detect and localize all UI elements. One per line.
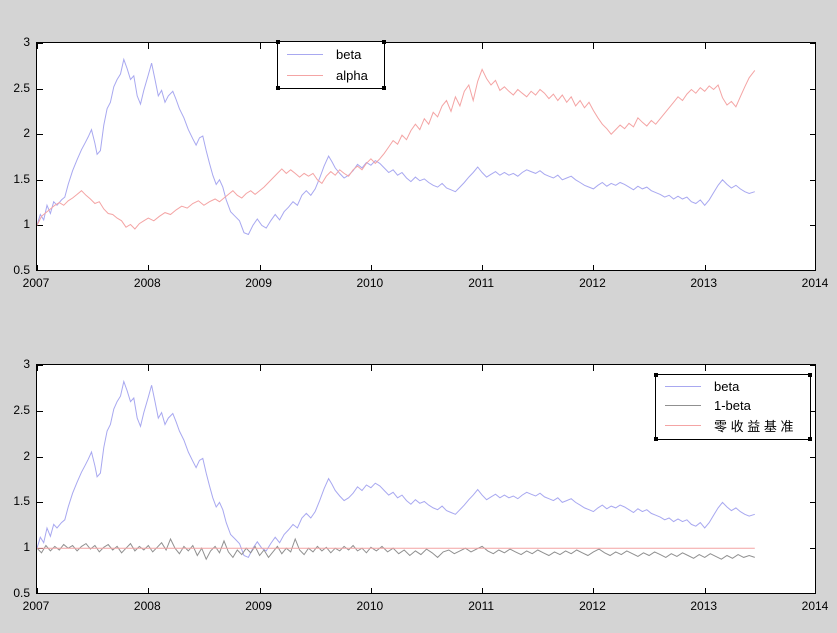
- y-tick-label: 2: [23, 126, 30, 141]
- series-line-alpha: [37, 68, 756, 230]
- x-tick-label: 2012: [579, 599, 606, 613]
- x-tick-label: 2007: [22, 276, 50, 290]
- x-tick-label: 2010: [356, 599, 384, 613]
- x-tick-label: 2014: [801, 599, 829, 613]
- top-plot-canvas: [37, 43, 816, 271]
- top-legend[interactable]: beta alpha: [276, 40, 386, 90]
- series-line-beta: [37, 379, 755, 559]
- legend-selection-handle[interactable]: [808, 437, 812, 441]
- x-tick-label: 2013: [690, 276, 718, 290]
- y-tick-label: 0.5: [13, 586, 30, 600]
- y-tick-label: 2: [23, 448, 30, 463]
- x-tick-label: 2011: [468, 276, 495, 290]
- alpha-line-sample: [287, 74, 323, 76]
- legend-label-alpha: alpha: [336, 67, 368, 83]
- y-tick-label: 1.5: [13, 171, 30, 186]
- legend-label-one-minus-beta: 1-beta: [714, 397, 751, 413]
- y-tick-label: 2.5: [13, 80, 30, 95]
- y-tick-label: 1.5: [13, 494, 30, 509]
- x-tick-label: 2007: [22, 599, 50, 613]
- legend-label-zero-return-benchmark: 零 收 益 基 准: [714, 419, 794, 435]
- one-minus-beta-line-sample: [665, 404, 701, 406]
- y-tick-label: 3: [23, 357, 30, 371]
- x-tick-label: 2008: [133, 276, 161, 290]
- y-tick-label: 1: [23, 540, 30, 555]
- legend-label-beta: beta: [336, 47, 362, 63]
- series-line-1-beta: [37, 537, 755, 561]
- legend-selection-handle[interactable]: [654, 373, 658, 377]
- legend-item-alpha[interactable]: alpha: [278, 68, 384, 83]
- x-tick-label: 2012: [579, 276, 606, 290]
- legend-selection-handle[interactable]: [808, 373, 812, 377]
- y-tick-label: 3: [23, 35, 30, 49]
- x-tick-label: 2011: [468, 599, 495, 613]
- bottom-plot-canvas: [37, 365, 816, 594]
- bottom-legend[interactable]: beta 1-beta 零 收 益 基 准: [654, 373, 812, 441]
- y-tick-label: 0.5: [13, 263, 30, 277]
- series-line-beta: [37, 57, 755, 236]
- x-tick-label: 2008: [133, 599, 161, 613]
- legend-selection-handle[interactable]: [276, 86, 280, 90]
- x-tick-label: 2013: [690, 599, 718, 613]
- x-tick-label: 2009: [245, 599, 272, 613]
- x-tick-label: 2009: [245, 276, 272, 290]
- beta-line-sample: [287, 54, 323, 56]
- legend-item-beta[interactable]: beta: [656, 379, 810, 394]
- x-tick-label: 2014: [801, 276, 829, 290]
- zero-return-benchmark-line-sample: [665, 425, 701, 427]
- legend-selection-handle[interactable]: [382, 86, 386, 90]
- y-tick-label: 2.5: [13, 402, 30, 417]
- beta-line-sample: [665, 385, 701, 387]
- legend-selection-handle[interactable]: [654, 437, 658, 441]
- legend-selection-handle[interactable]: [276, 40, 280, 44]
- legend-selection-handle[interactable]: [382, 40, 386, 44]
- legend-label-beta: beta: [714, 378, 740, 394]
- legend-item-beta[interactable]: beta: [278, 47, 384, 62]
- top-axes: [36, 42, 816, 271]
- y-tick-label: 1: [23, 217, 30, 232]
- legend-item-zero-return-benchmark[interactable]: 零 收 益 基 准: [656, 416, 810, 435]
- x-tick-label: 2010: [356, 276, 384, 290]
- legend-item-one-minus-beta[interactable]: 1-beta: [656, 398, 810, 413]
